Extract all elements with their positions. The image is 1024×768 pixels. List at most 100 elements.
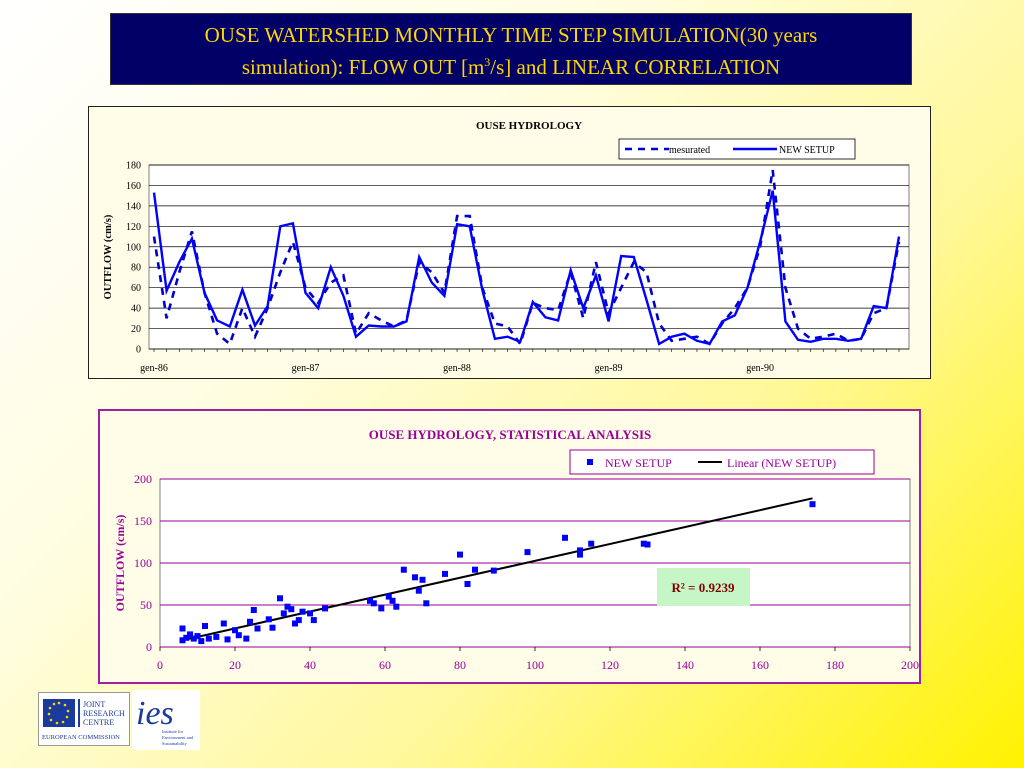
- chart2-point: [389, 597, 396, 604]
- chart2-legend: NEW SETUP Linear (NEW SETUP): [569, 449, 875, 475]
- chart2-point: [247, 618, 253, 625]
- ies-caption-3: Sustainability: [162, 741, 188, 746]
- chart2-x-tick-label: 0: [157, 658, 163, 672]
- title-superscript: 3: [484, 55, 491, 69]
- chart2-title: OUSE HYDROLOGY, STATISTICAL ANALYSIS: [369, 427, 652, 442]
- chart2-point: [562, 534, 568, 541]
- chart2-point: [235, 632, 242, 639]
- chart1-y-tick-label: 100: [126, 242, 141, 253]
- chart2-point: [423, 600, 430, 607]
- chart1-series-new-setup-line: [152, 190, 901, 346]
- chart2-point: [307, 610, 313, 617]
- chart1-y-tick-label: 160: [126, 181, 141, 192]
- chart2-x-tick-label: 80: [454, 658, 466, 672]
- chart2-point: [385, 593, 392, 600]
- chart2-point: [277, 595, 283, 602]
- chart2-point: [577, 551, 583, 558]
- chart2-point: [280, 610, 287, 617]
- chart1-legend-new-setup-label: NEW SETUP: [779, 145, 835, 156]
- chart1-y-tick-label: 0: [136, 345, 141, 356]
- chart2-point: [644, 541, 651, 548]
- chart1-title: OUSE HYDROLOGY: [476, 120, 582, 132]
- jrc-line-1: JOINT: [83, 700, 105, 709]
- chart2-point: [179, 637, 186, 644]
- chart2-point: [577, 547, 583, 554]
- chart1-y-axis-label: OUTFLOW (cm/s): [103, 214, 114, 299]
- chart1-legend-measured-label: mesurated: [669, 145, 710, 156]
- chart2-point: [415, 587, 422, 594]
- statistical-scatter-chart: OUSE HYDROLOGY, STATISTICAL ANALYSIS 0 50 1…: [113, 427, 919, 672]
- chart2-point: [400, 566, 407, 573]
- chart2-point: [442, 570, 448, 577]
- chart2-point: [179, 625, 186, 632]
- chart1-y-tick-label: 120: [126, 222, 141, 233]
- chart2-point: [299, 608, 306, 615]
- chart2-point: [472, 566, 478, 573]
- title-line-1: OUSE WATERSHED MONTHLY TIME STEP SIMULAT…: [204, 23, 818, 47]
- chart2-point: [183, 634, 190, 641]
- chart2-y-axis-label: OUTFLOW (cm/s): [113, 515, 127, 612]
- chart2-legend-line-label: Linear (NEW SETUP): [727, 456, 836, 470]
- chart2-y-tick-label: 50: [140, 598, 152, 612]
- chart1-x-tick-label: gen-88: [443, 363, 471, 374]
- ies-caption-2: Environment and: [162, 735, 194, 740]
- chart2-y-tick-label: 150: [134, 514, 152, 528]
- chart2-point: [370, 600, 377, 607]
- jrc-line-3: CENTRE: [83, 718, 114, 727]
- chart2-point: [419, 576, 426, 583]
- chart2-point: [524, 549, 531, 556]
- jrc-org: EUROPEAN COMMISSION: [42, 734, 120, 741]
- chart2-point: [265, 616, 272, 623]
- chart2-point: [367, 597, 373, 604]
- jrc-logo: JOINT RESEARCH CENTRE EUROPEAN COMMISSIO…: [38, 692, 130, 746]
- title-line-2-pre: simulation): FLOW OUT [m: [241, 55, 485, 79]
- chart1-y-tick-label: 80: [131, 263, 141, 274]
- jrc-logo-graphic: JOINT RESEARCH CENTRE EUROPEAN COMMISSIO…: [42, 699, 125, 741]
- chart2-legend-points-swatch: [587, 459, 593, 465]
- chart2-point: [809, 501, 816, 508]
- chart2-point: [588, 540, 595, 547]
- chart2-x-tick-label: 100: [526, 658, 544, 672]
- chart1-y-tick-label: 180: [126, 161, 141, 172]
- chart2-r-squared-annotation: R² = 0.9239: [672, 580, 735, 595]
- chart2-point: [457, 551, 463, 558]
- chart1-legend: mesurated NEW SETUP: [618, 138, 856, 160]
- chart1-x-tick-label: gen-89: [595, 363, 623, 374]
- chart2-x-tick-label: 120: [601, 658, 619, 672]
- chart2-x-tick-label: 180: [826, 658, 844, 672]
- chart2-y-tick-label: 200: [134, 472, 152, 486]
- chart2-point: [322, 605, 328, 612]
- chart2-point: [310, 617, 317, 624]
- chart2-trend-line: [182, 497, 813, 642]
- chart2-x-tick-label: 20: [229, 658, 241, 672]
- jrc-line-2: RESEARCH: [83, 709, 125, 718]
- chart2-point: [412, 574, 418, 581]
- chart2-point: [187, 631, 193, 638]
- chart2-point: [378, 605, 385, 612]
- statistical-scatter-chart-panel: OUSE HYDROLOGY, STATISTICAL ANALYSIS 0 50 1…: [98, 409, 921, 684]
- chart1-x-tick-label: gen-87: [292, 363, 320, 374]
- chart2-point: [284, 603, 291, 610]
- chart2-point: [393, 603, 400, 610]
- chart2-x-tick-label: 160: [751, 658, 769, 672]
- chart2-point: [254, 625, 261, 632]
- ies-logo-graphic: ies Institute for Environment and Sustai…: [136, 695, 194, 746]
- chart2-x-tick-label: 140: [676, 658, 694, 672]
- chart2-x-tick-label: 60: [379, 658, 391, 672]
- chart2-y-tick-label: 100: [134, 556, 152, 570]
- chart2-point: [490, 567, 497, 574]
- chart2-point: [220, 620, 227, 627]
- chart2-point: [190, 635, 197, 642]
- chart2-x-tick-label: 200: [901, 658, 919, 672]
- chart2-point: [288, 606, 295, 613]
- chart2-point: [243, 635, 250, 642]
- chart2-point: [202, 623, 208, 629]
- chart1-y-tick-label: 60: [131, 283, 141, 294]
- chart1-x-tick-label: gen-86: [140, 363, 168, 374]
- ies-logo-text: ies: [136, 695, 174, 732]
- ies-caption-1: Institute for: [162, 729, 184, 734]
- ies-logo: ies Institute for Environment and Sustai…: [132, 690, 200, 750]
- chart2-point: [232, 627, 238, 634]
- chart2-point: [194, 633, 201, 640]
- chart2-x-tick-label: 40: [304, 658, 316, 672]
